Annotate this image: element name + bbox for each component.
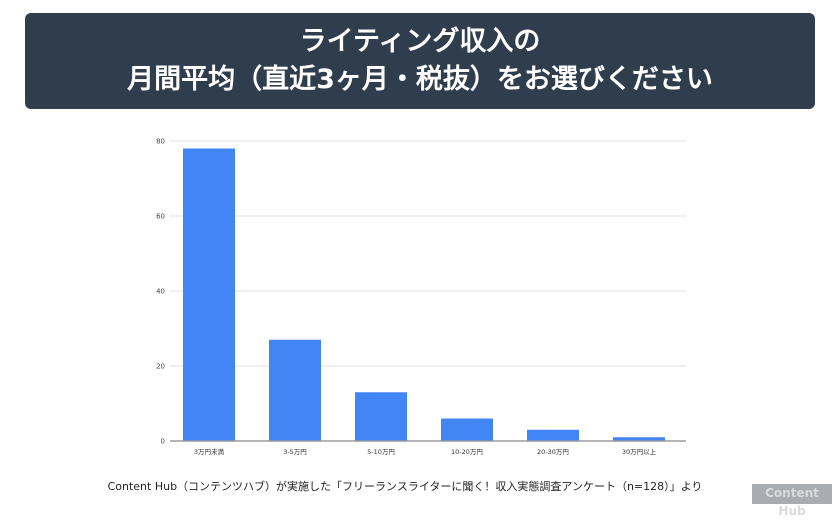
x-tick-label: 30万円以上 [622, 447, 657, 456]
x-tick-label: 3万円未満 [194, 447, 225, 456]
y-tick-label: 20 [156, 363, 165, 371]
bar [613, 437, 665, 441]
x-tick-label: 5-10万円 [367, 448, 395, 456]
bar [355, 392, 407, 441]
bar [527, 429, 579, 441]
content-hub-logo: Content Hub [752, 484, 832, 518]
x-tick-label: 10-20万円 [451, 448, 483, 456]
title-banner: ライティング収入の 月間平均（直近3ヶ月・税抜）をお選びください [25, 13, 815, 109]
y-tick-label: 60 [156, 213, 165, 221]
y-tick-label: 0 [161, 438, 165, 446]
source-note: Content Hub（コンテンツハブ）が実施した「フリーランスライターに聞く！… [107, 480, 703, 493]
x-tick-label: 20-30万円 [537, 448, 569, 456]
bar [441, 418, 493, 441]
bar [183, 148, 235, 441]
y-tick-label: 40 [156, 288, 165, 296]
title-line-1: ライティング収入の [299, 26, 541, 57]
x-tick-label: 3-5万円 [283, 448, 307, 456]
y-tick-label: 80 [156, 138, 165, 146]
title-line-2: 月間平均（直近3ヶ月・税抜）をお選びください [127, 64, 713, 95]
bar [269, 339, 321, 441]
bar-chart: 0 20 40 60 80 3万円未満 3-5万円 5-10万円 10-20万円 20-30万円 3… [156, 138, 686, 456]
